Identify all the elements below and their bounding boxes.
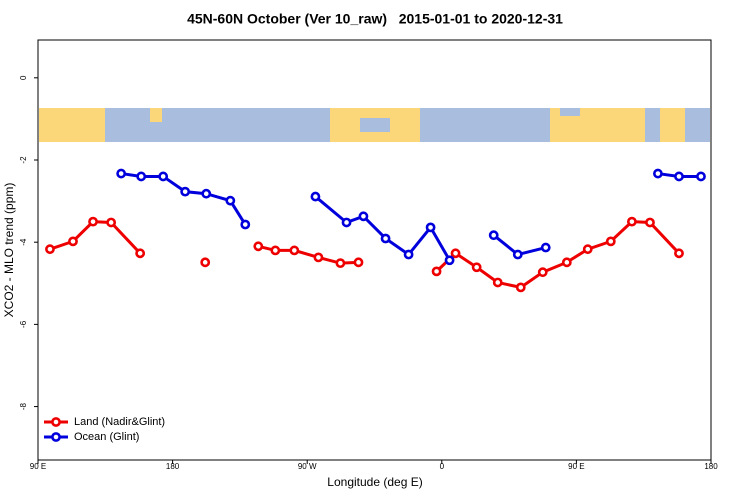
x-tick-label: 90 W: [298, 462, 317, 471]
point: [358, 211, 369, 222]
x-tick-label: 90 E: [30, 462, 46, 471]
point: [674, 171, 684, 182]
legend-label: Ocean (Glint): [74, 431, 139, 443]
point: [135, 248, 146, 259]
point: [540, 242, 551, 253]
point: [425, 222, 436, 233]
point: [696, 171, 706, 182]
y-tick-label: 0: [19, 75, 28, 80]
point: [289, 245, 300, 256]
point: [444, 255, 455, 266]
point: [403, 249, 414, 260]
series-line: [120, 172, 701, 262]
point: [471, 262, 482, 273]
point: [310, 191, 321, 202]
point: [450, 248, 461, 259]
x-tick-label: 0: [440, 462, 445, 471]
plot-frame: [37, 39, 712, 461]
x-tick-label: 180: [166, 462, 180, 471]
y-tick-label: -6: [19, 320, 28, 328]
point: [201, 188, 212, 199]
point: [645, 217, 655, 228]
x-axis-label: Longitude (deg E): [327, 475, 422, 489]
point: [253, 241, 264, 252]
point: [341, 217, 352, 228]
point: [488, 230, 499, 241]
point: [240, 219, 251, 230]
y-tick-label: -4: [19, 238, 28, 246]
point: [106, 217, 117, 228]
x-tick-label: 90 E: [568, 462, 584, 471]
point: [158, 171, 169, 182]
point: [537, 267, 548, 278]
y-axis-label: XCO2 - MLO trend (ppm): [2, 183, 16, 318]
y-tick-label: -2: [19, 156, 28, 164]
map-band: [39, 108, 710, 142]
point: [225, 195, 236, 206]
point: [515, 282, 526, 293]
point: [45, 244, 55, 255]
legend-marker: [51, 432, 61, 442]
point: [68, 236, 78, 247]
point: [380, 233, 391, 244]
x-tick-label: 180: [704, 462, 718, 471]
point: [492, 277, 503, 288]
y-tick-label: -8: [19, 402, 28, 410]
point: [674, 248, 684, 259]
point: [313, 252, 324, 263]
point: [582, 244, 593, 255]
point: [116, 168, 127, 179]
legend-marker: [51, 417, 61, 427]
point: [335, 258, 346, 269]
point: [136, 171, 147, 182]
chart-title: 45N-60N October (Ver 10_raw) 2015-01-01 …: [187, 11, 563, 27]
point: [605, 236, 616, 247]
point: [431, 266, 442, 277]
point: [561, 257, 572, 268]
point: [512, 249, 523, 260]
point: [200, 257, 211, 268]
point: [270, 245, 281, 256]
point: [180, 186, 191, 197]
point: [653, 168, 663, 179]
point: [88, 216, 98, 227]
point: [353, 257, 364, 268]
point: [626, 216, 637, 227]
legend-label: Land (Nadir&Glint): [74, 416, 165, 428]
